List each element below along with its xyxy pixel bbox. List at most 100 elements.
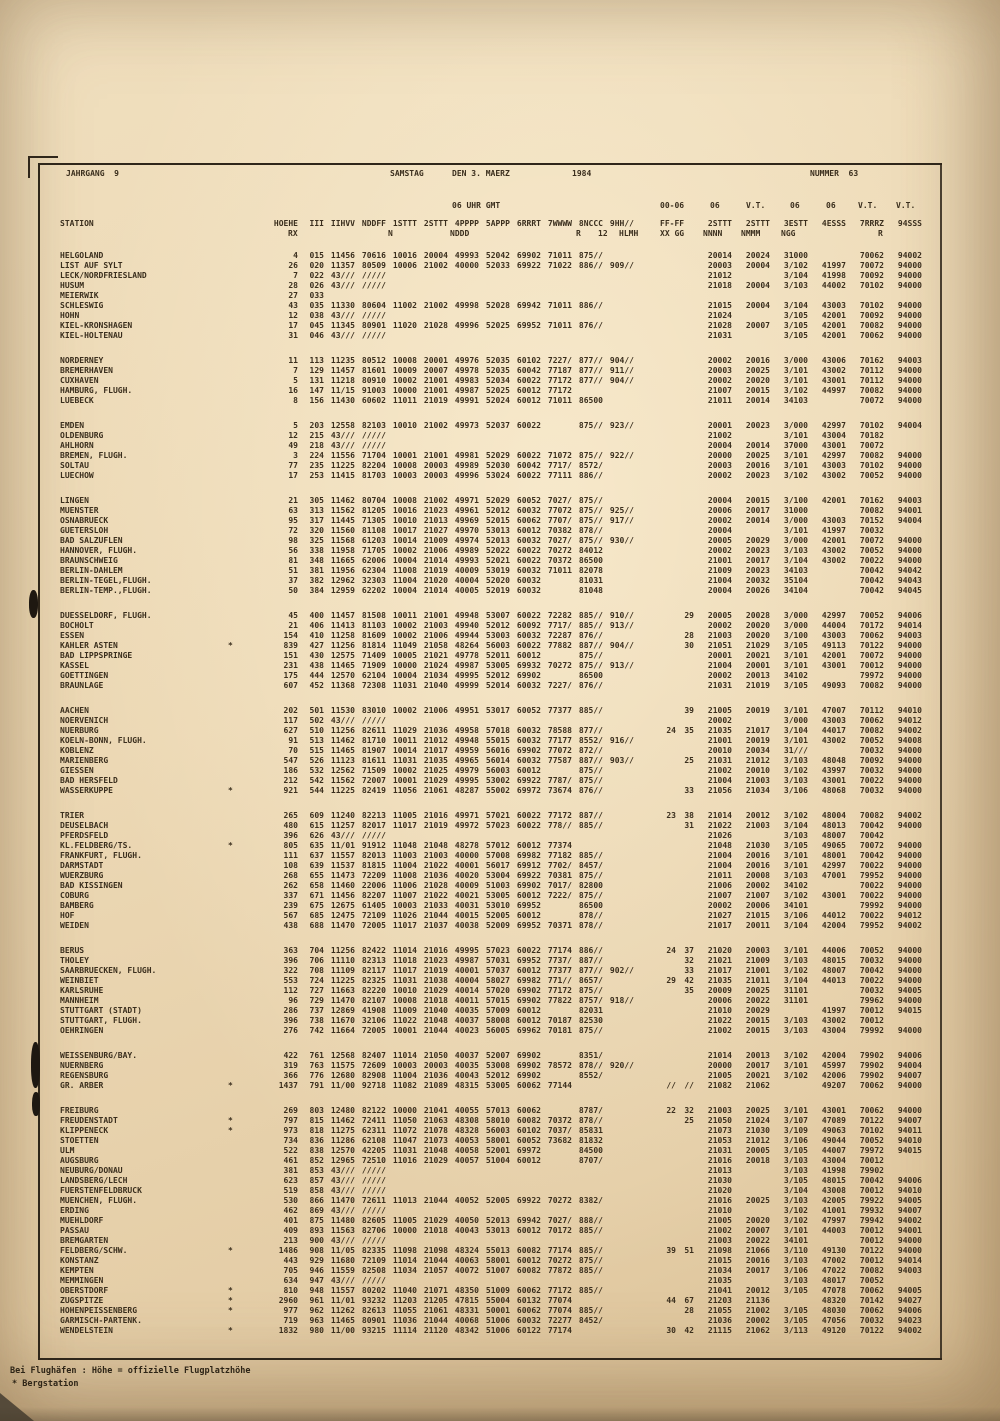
block-spacer bbox=[634, 1026, 660, 1036]
col-7wwww: 72282 bbox=[547, 611, 572, 620]
col-8nccc: 82800 bbox=[578, 881, 603, 890]
col-2sttt: 21022 bbox=[423, 891, 448, 900]
col-6rrrt: 60022 bbox=[516, 946, 541, 955]
table-row: HAMBURG, FLUGH. 16 147 11/15 91003 10000 21001… bbox=[60, 386, 922, 396]
col-1sttt: 11026 bbox=[392, 911, 417, 920]
col-ff bbox=[660, 1196, 676, 1206]
col-8nccc: 886// bbox=[578, 261, 603, 270]
col-ff bbox=[660, 1226, 676, 1236]
col-r-4esss: 48001 bbox=[821, 851, 846, 860]
col-hoehe: 705 bbox=[283, 1266, 298, 1275]
col-ff bbox=[660, 376, 676, 386]
col-r-7rrrz: 79992 bbox=[859, 901, 884, 910]
col-4pppp: 40053 bbox=[454, 1136, 479, 1145]
col-xx bbox=[676, 911, 694, 921]
col-iii: 727 bbox=[309, 986, 324, 995]
col-7wwww: 72287 bbox=[547, 631, 572, 640]
scan-artifact bbox=[31, 1042, 40, 1088]
col-4pppp: 49971 bbox=[454, 811, 479, 820]
col-r-3estt: 3/101 bbox=[783, 461, 808, 470]
col-iihvv: 43/// bbox=[330, 1186, 355, 1195]
col-7wwww: 70181 bbox=[547, 1026, 572, 1035]
col-4pppp: 40005 bbox=[454, 586, 479, 595]
col-1sttt: 11040 bbox=[392, 1286, 417, 1295]
col-r-94sss: 94000 bbox=[897, 661, 922, 670]
col-ff bbox=[660, 746, 676, 756]
col-iii: 501 bbox=[309, 706, 324, 715]
col-hoehe: 91 bbox=[288, 736, 298, 745]
col-1sttt bbox=[386, 291, 417, 301]
col-r-94sss: 94000 bbox=[897, 841, 922, 850]
col-iihvv: 11465 bbox=[330, 661, 355, 670]
col-iihvv: 12575 bbox=[330, 651, 355, 660]
col-8nccc: 84012 bbox=[578, 546, 603, 555]
col-nddff: 91912 bbox=[361, 841, 386, 850]
col-1sttt: 10010 bbox=[392, 986, 417, 995]
col-4pppp: 49998 bbox=[454, 301, 479, 310]
col-r-7rrrz: 79902 bbox=[859, 1166, 884, 1175]
col-1sttt: 10003 bbox=[392, 901, 417, 910]
col-r-2sttt2: 20024 bbox=[745, 251, 770, 260]
col-ff bbox=[660, 661, 676, 671]
col-r-7rrrz: 70022 bbox=[859, 556, 884, 565]
col-hoehe: 213 bbox=[283, 1236, 298, 1245]
col-hoehe: 401 bbox=[283, 1216, 298, 1225]
station-name: BAD HERSFELD bbox=[60, 776, 118, 785]
col-r-94sss: 94000 bbox=[897, 786, 922, 795]
col-6rrrt: 60032 bbox=[516, 566, 541, 575]
station-name: FUERSTENFELDBRUCK bbox=[60, 1186, 142, 1195]
station-name: MEMMINGEN bbox=[60, 1276, 104, 1285]
col-xx bbox=[676, 1071, 694, 1081]
col-7wwww: 71011 bbox=[547, 566, 572, 575]
col-1sttt: 10017 bbox=[392, 526, 417, 535]
col-iihvv: 11330 bbox=[330, 301, 355, 310]
col-xx bbox=[676, 546, 694, 556]
col-r-7rrrz: 70032 bbox=[859, 746, 884, 755]
col-8nccc bbox=[572, 831, 603, 841]
col-iihvv: 11/00 bbox=[330, 1326, 355, 1335]
col-xx bbox=[676, 1051, 694, 1061]
col-xx: 29 bbox=[684, 611, 694, 620]
col-4pppp: 49944 bbox=[454, 631, 479, 640]
col-5appp: 53002 bbox=[485, 776, 510, 785]
col-hoehe: 202 bbox=[283, 706, 298, 715]
col-nddff: 71704 bbox=[361, 451, 386, 460]
table-row: LUECHOW 17 253 11415 81703 10003 20003 49996 530… bbox=[60, 471, 922, 481]
col-5appp: 52015 bbox=[485, 516, 510, 525]
col-r-4esss: 43008 bbox=[821, 1186, 846, 1195]
col-r-7rrrz: 70042 bbox=[859, 851, 884, 860]
bergstation-marker bbox=[228, 946, 240, 956]
col-1sttt: 11014 bbox=[392, 946, 417, 955]
col-6rrrt: 60012 bbox=[516, 1256, 541, 1265]
col-8nccc: 875// bbox=[578, 506, 603, 515]
col-8nccc: 8787/ bbox=[578, 1106, 603, 1115]
col-r-94sss bbox=[884, 831, 922, 841]
col-nddff: 72411 bbox=[361, 1116, 386, 1125]
col-r-2sttt: 21002 bbox=[707, 766, 732, 775]
col-nddff: 93215 bbox=[361, 1326, 386, 1335]
col-r-7rrrz: 70122 bbox=[859, 641, 884, 650]
col-r-3estt: 3/105 bbox=[783, 321, 808, 330]
col-1sttt: 10000 bbox=[392, 661, 417, 670]
col-r-94sss: 94000 bbox=[897, 966, 922, 975]
col-r-2sttt: 20002 bbox=[707, 901, 732, 910]
col-r-4esss: 43002 bbox=[821, 736, 846, 745]
col-2sttt: 21006 bbox=[423, 706, 448, 715]
col-r-94sss: 94000 bbox=[897, 366, 922, 375]
col-2sttt: 21034 bbox=[423, 671, 448, 680]
col-r-2sttt2: 20016 bbox=[745, 851, 770, 860]
col-hoehe: 7 bbox=[293, 271, 298, 280]
col-r-2sttt: 21115 bbox=[707, 1326, 732, 1335]
col-r-94sss: 94004 bbox=[897, 516, 922, 525]
col-xx bbox=[676, 506, 694, 516]
col-r-4esss bbox=[808, 1236, 846, 1246]
col-iii: 129 bbox=[309, 366, 324, 375]
col-5appp: 57008 bbox=[485, 851, 510, 860]
subheader-label: 12 bbox=[598, 229, 608, 238]
col-5appp: 52035 bbox=[485, 356, 510, 365]
col-nddff: 81601 bbox=[361, 366, 386, 375]
col-6rrrt: 60032 bbox=[516, 586, 541, 595]
col-r-7rrrz: 70122 bbox=[859, 1246, 884, 1255]
col-r-7rrrz: 70042 bbox=[859, 831, 884, 840]
col-1sttt: 11016 bbox=[392, 1156, 417, 1165]
